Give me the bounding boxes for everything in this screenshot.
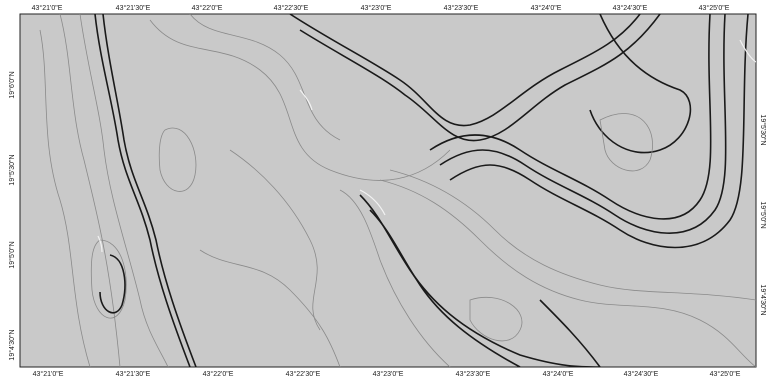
- coordinate-label: 43°22'0"E: [203, 370, 234, 378]
- coordinate-label: 43°23'30"E: [456, 370, 491, 378]
- coordinate-label: 43°24'30"E: [624, 370, 659, 378]
- coordinate-label: 19°5'30"N: [759, 114, 767, 145]
- coordinate-label: 43°22'30"E: [274, 4, 309, 12]
- coordinate-label: 43°23'30"E: [444, 4, 479, 12]
- coordinate-label: 19°6'0"N: [8, 71, 16, 98]
- coordinate-label: 19°5'0"N: [759, 201, 767, 228]
- map-frame: [20, 14, 756, 367]
- coordinate-label: 43°23'0"E: [373, 370, 404, 378]
- coordinate-label: 43°24'0"E: [543, 370, 574, 378]
- map: 43°21'0"E 43°21'30"E 43°22'0"E 43°22'30"E 43…: [0, 0, 770, 383]
- coordinate-label: 43°24'0"E: [531, 4, 562, 12]
- coordinate-label: 43°22'30"E: [286, 370, 321, 378]
- coordinate-label: 43°21'0"E: [33, 370, 64, 378]
- coordinate-label: 19°5'0"N: [8, 241, 16, 268]
- coordinate-label: 43°21'30"E: [116, 370, 151, 378]
- coordinate-label: 43°21'30"E: [116, 4, 151, 12]
- coordinate-label: 19°4'30"N: [8, 329, 16, 360]
- coordinate-label: 43°21'0"E: [32, 4, 63, 12]
- coordinate-label: 43°24'30"E: [613, 4, 648, 12]
- coordinate-label: 43°25'0"E: [710, 370, 741, 378]
- coordinate-label: 19°4'30"N: [759, 284, 767, 315]
- coordinate-label: 43°23'0"E: [361, 4, 392, 12]
- coordinate-label: 43°25'0"E: [699, 4, 730, 12]
- coordinate-label: 19°5'30"N: [8, 154, 16, 185]
- coordinate-label: 43°22'0"E: [192, 4, 223, 12]
